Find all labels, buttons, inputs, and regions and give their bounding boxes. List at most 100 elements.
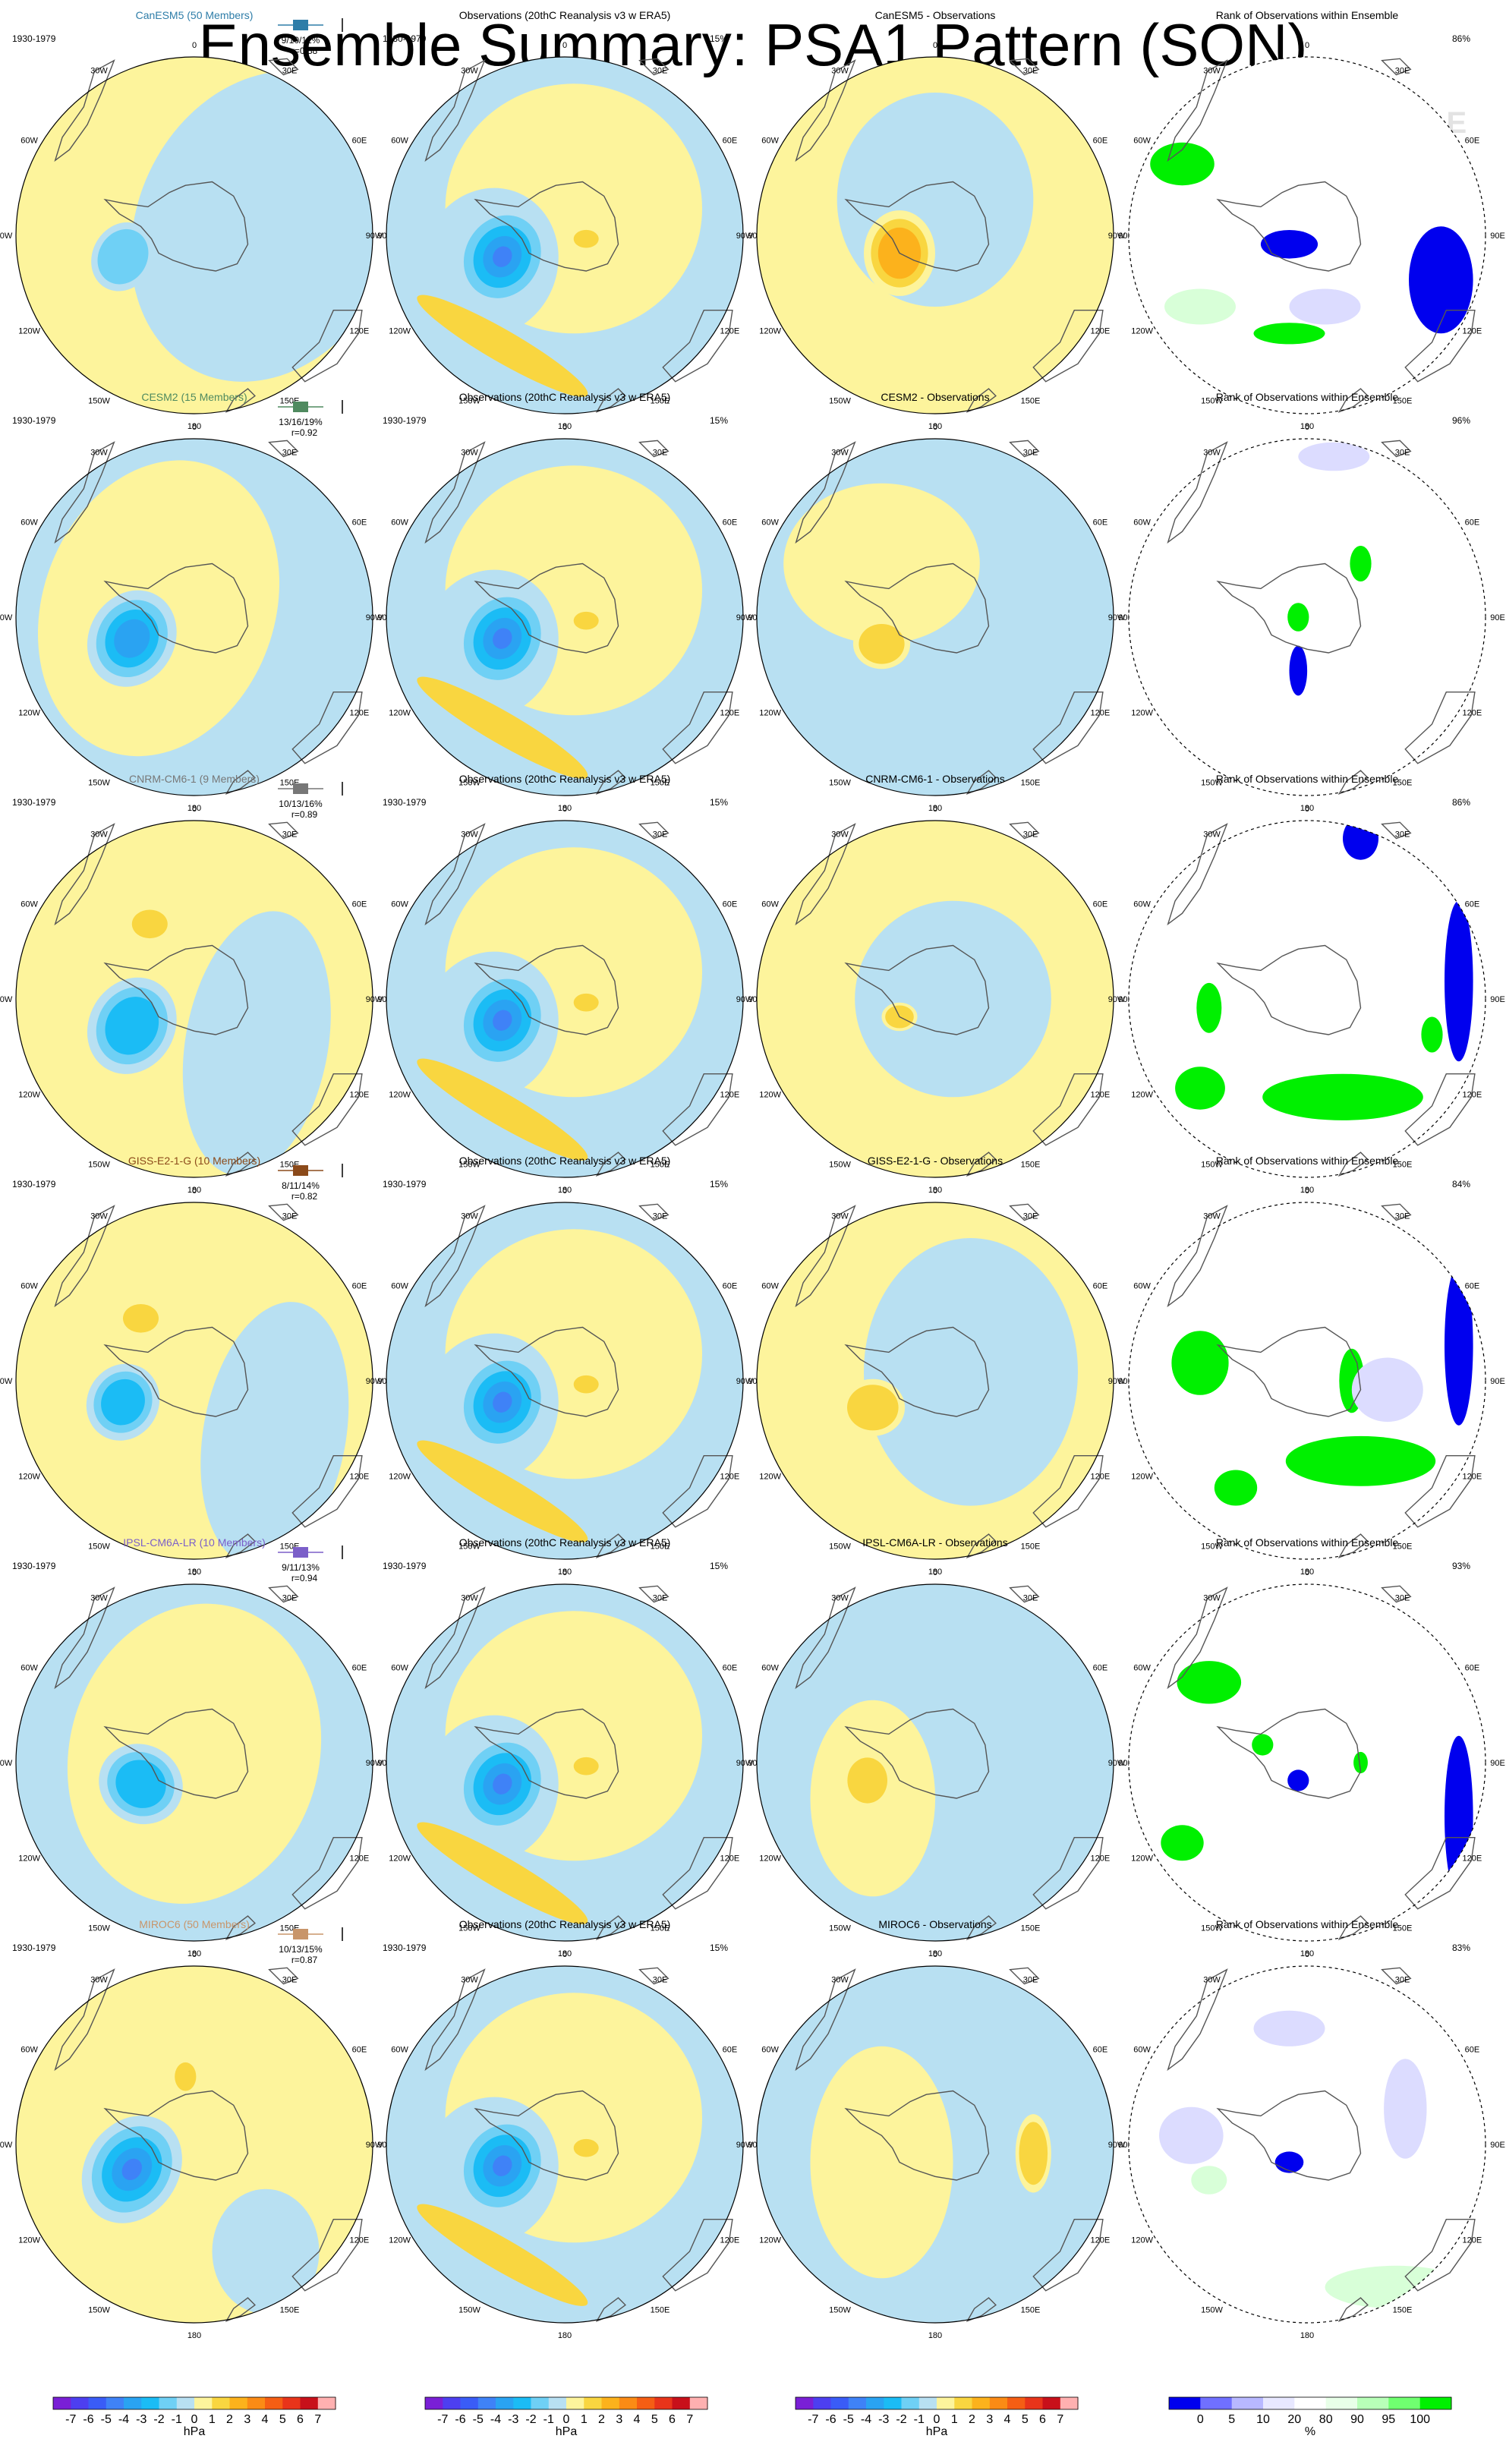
longitude-label: 120W: [389, 1854, 411, 1864]
colorbar-swatch: [1200, 2397, 1233, 2409]
colorbar-tick-label: 1: [581, 2413, 588, 2426]
contour-region: [175, 2062, 197, 2091]
longitude-label: 60E: [352, 1282, 367, 1291]
colorbar-swatch: [106, 2397, 124, 2409]
longitude-label: 120W: [759, 327, 781, 336]
colorbar-swatch: [460, 2397, 479, 2409]
longitude-label: 150W: [829, 1160, 851, 1169]
australia-coastline: [1404, 1837, 1476, 1910]
period-label: 1930-1979: [12, 33, 56, 44]
longitude-label: 120E: [350, 1091, 370, 1100]
longitude-label: 30E: [1395, 1212, 1410, 1221]
longitude-label: 30W: [1203, 1976, 1221, 1985]
map-boundary: [756, 1202, 1114, 1560]
antarctica-coastline: [474, 181, 619, 272]
longitude-label: 120E: [350, 709, 370, 718]
africa-coastline: [1381, 1203, 1412, 1221]
longitude-label: 30E: [1395, 830, 1410, 840]
antarctica-coastline: [103, 562, 249, 654]
rank-region: [1445, 900, 1473, 1062]
contour-region: [810, 2046, 953, 2279]
obs-map-panel: 030E60E90E120E150E180150W120W90W60W30WOb…: [366, 773, 763, 1195]
colorbar-tick-label: 0: [563, 2413, 570, 2426]
antarctica-coastline: [844, 562, 990, 654]
colorbar-tick-label: 6: [297, 2413, 304, 2426]
south-america-coastline: [424, 441, 486, 544]
obs-variance-label: 15%: [710, 1561, 728, 1571]
longitude-label: 30E: [1023, 1976, 1038, 1985]
africa-coastline: [1009, 1203, 1040, 1221]
longitude-label: 90W: [1108, 995, 1126, 1004]
map-boundary: [386, 1583, 744, 1942]
south-america-coastline: [54, 823, 115, 926]
contour-region: [417, 676, 588, 779]
contour-region: [573, 229, 599, 248]
contour-region: [114, 619, 150, 658]
longitude-label: 90W: [0, 1377, 13, 1386]
longitude-label: 180: [1300, 422, 1314, 431]
stats-label: 13/16/19%: [279, 417, 323, 427]
rank-region: [1409, 226, 1473, 334]
rank-title: Rank of Observations within Ensemble: [1216, 1536, 1399, 1549]
colorbar-unit: hPa: [184, 2425, 206, 2438]
contour-region: [1019, 2122, 1048, 2185]
map-boundary: [756, 438, 1114, 796]
south-america-coastline: [795, 59, 856, 162]
australia-coastline: [1032, 1837, 1104, 1910]
longitude-label: 90W: [366, 1759, 383, 1768]
south-america-coastline: [795, 1586, 856, 1690]
diff-title: IPSL-CM6A-LR - Observations: [862, 1536, 1007, 1549]
longitude-label: 60W: [761, 1282, 779, 1291]
map-boundary: [1128, 56, 1486, 414]
contour-region: [493, 1391, 512, 1413]
longitude-label: 60E: [352, 900, 367, 909]
longitude-label: 0: [192, 423, 197, 432]
longitude-label: 150E: [1021, 1160, 1041, 1169]
contour-region: [131, 909, 168, 939]
rank-map-panel: 0 30E 60E 90E 120E 150E 180 150W 120W 90W 60W 30W Ra…: [1108, 9, 1505, 431]
colorbar-diff: -7 -6 -5 -4 -3 -2 -1 0 1 2 3 4 5 6 7 hPa: [795, 2396, 1079, 2438]
colorbar-swatch: [901, 2397, 920, 2409]
africa-coastline: [1381, 1585, 1412, 1603]
colorbar-tick-label: 0: [191, 2413, 198, 2426]
colorbar-swatch: [796, 2397, 814, 2409]
contour-region: [493, 628, 512, 649]
australia-coastline: [1032, 2219, 1104, 2292]
contour-region: [783, 483, 980, 644]
longitude-label: 60E: [1465, 1282, 1480, 1291]
longitude-label: 120E: [720, 327, 740, 336]
longitude-label: 180: [1300, 804, 1314, 813]
colorbar-swatch: [317, 2397, 336, 2409]
africa-coastline: [1009, 821, 1040, 840]
contour-region: [836, 93, 1034, 307]
longitude-label: 60E: [1093, 1282, 1108, 1291]
colorbar-tick-label: 3: [244, 2413, 250, 2426]
rank-percent-label: 84%: [1452, 1179, 1470, 1189]
model-title: IPSL-CM6A-LR (10 Members): [123, 1536, 266, 1549]
longitude-label: 180: [187, 1186, 201, 1195]
longitude-label: 150W: [88, 1542, 110, 1551]
longitude-label: 60W: [20, 1664, 38, 1673]
south-america-coastline: [424, 823, 486, 926]
map-boundary: [15, 1202, 373, 1560]
new-zealand-coastline: [1337, 1533, 1369, 1559]
longitude-label: 150E: [1021, 2305, 1041, 2314]
rank-region: [1343, 821, 1378, 860]
longitude-label: 90W: [0, 995, 13, 1004]
longitude-label: 90W: [366, 1377, 383, 1386]
longitude-label: 90E: [1490, 2141, 1505, 2150]
longitude-label: 150W: [88, 1160, 110, 1169]
longitude-label: 60E: [723, 1664, 738, 1673]
longitude-label: 120W: [759, 709, 781, 718]
longitude-label: 150W: [829, 1924, 851, 1933]
longitude-label: 60E: [723, 900, 738, 909]
south-america-coastline: [795, 441, 856, 544]
colorbar-tick-label: -3: [508, 2413, 518, 2426]
longitude-label: 30W: [461, 449, 478, 458]
longitude-label: 120W: [18, 327, 40, 336]
obs-map-panel: 030E60E90E120E150E180150W120W90W60W30WOb…: [366, 9, 763, 431]
map-boundary: [386, 1202, 744, 1560]
colorbar-tick-label: 7: [314, 2413, 321, 2426]
map-boundary: [15, 1965, 373, 2324]
correlation-label: r=0.89: [291, 809, 318, 820]
